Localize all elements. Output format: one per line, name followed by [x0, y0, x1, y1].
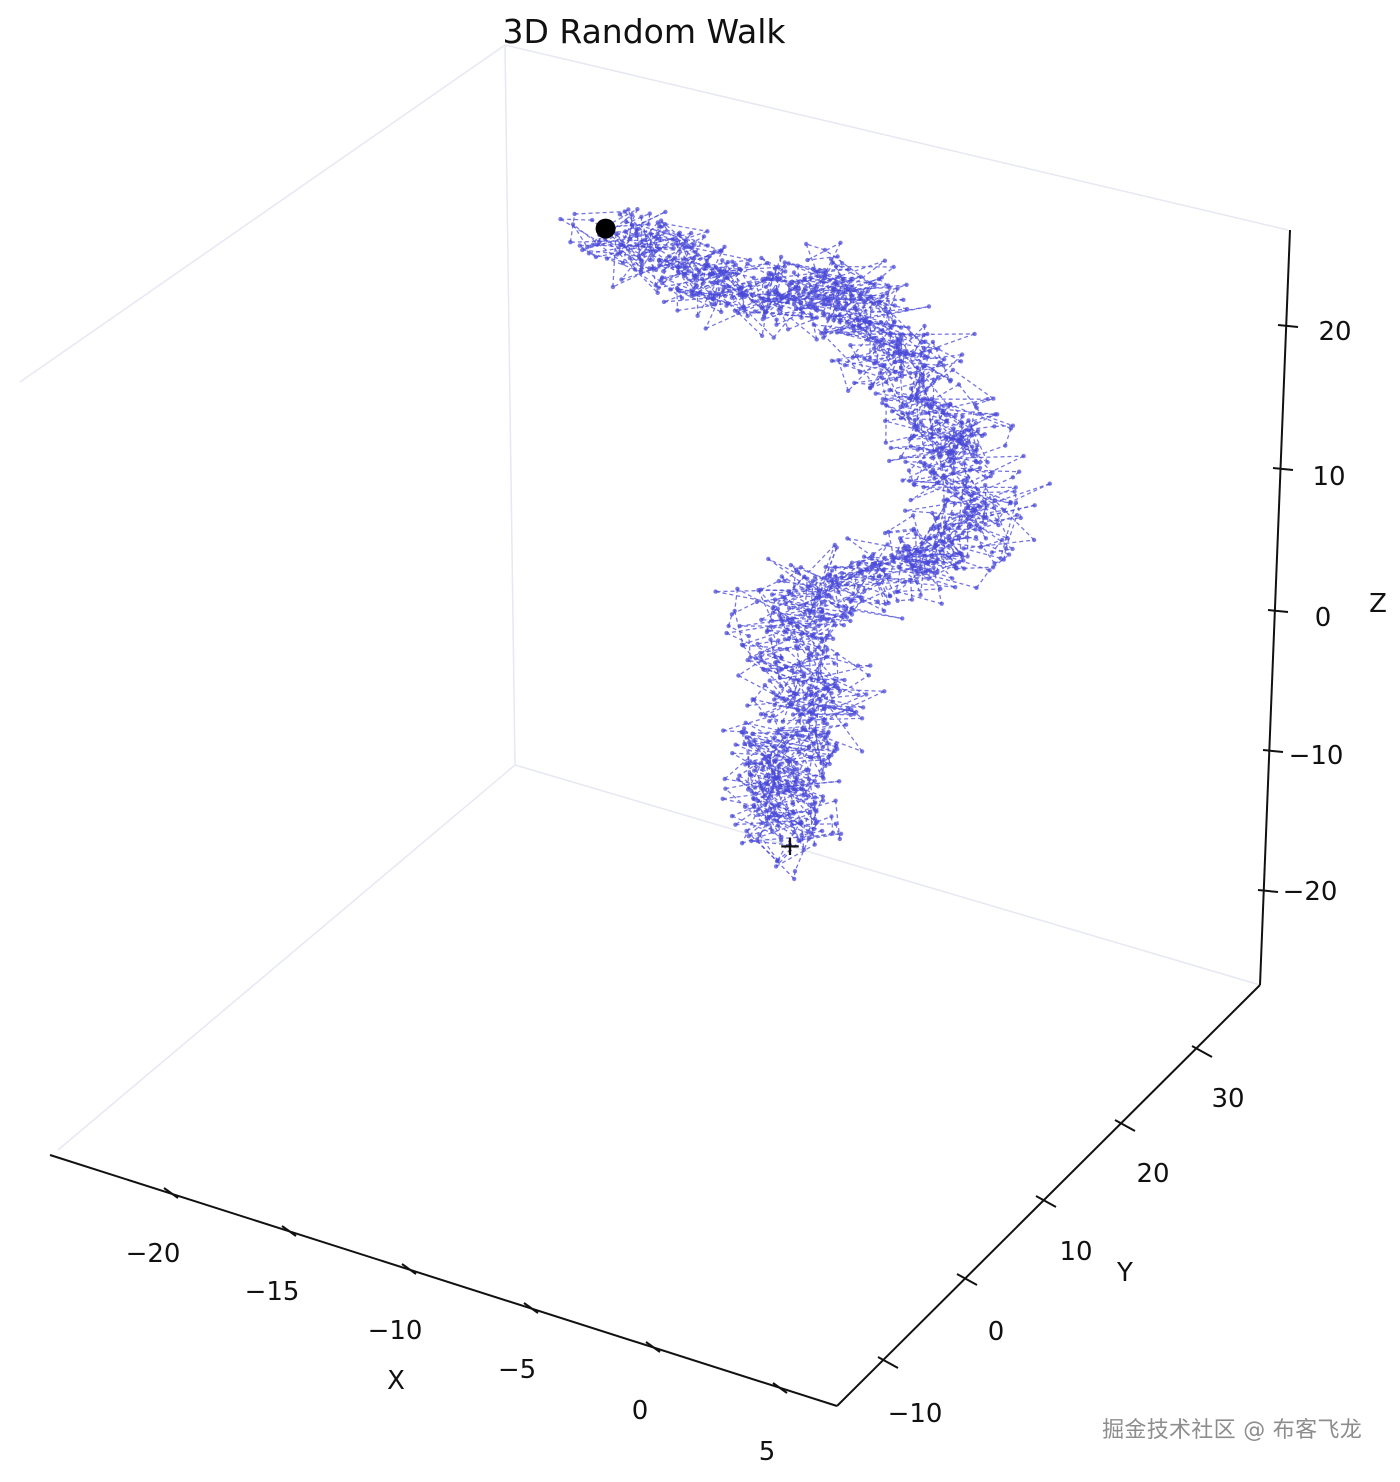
- y-tick-label: 30: [1211, 1084, 1244, 1114]
- walk-point: [627, 236, 631, 240]
- walk-segment: [971, 477, 1013, 496]
- x-tick-label: −15: [245, 1277, 300, 1307]
- walk-segment: [905, 500, 974, 511]
- z-tick-mark: [1273, 468, 1293, 470]
- walk-segment: [964, 540, 1035, 548]
- walk-segment: [836, 267, 894, 268]
- x-tick-mark: [524, 1303, 538, 1313]
- x-axis-label: X: [387, 1366, 405, 1396]
- z-tick-label: 10: [1312, 462, 1345, 492]
- walk-segment: [851, 602, 886, 604]
- watermark: 掘金技术社区 @ 布客飞龙: [1102, 1412, 1362, 1444]
- z-tick-mark: [1258, 890, 1278, 892]
- walk-segment: [570, 214, 574, 242]
- z-tick-mark: [1263, 750, 1283, 752]
- walk-segment: [832, 817, 833, 833]
- tick-marks: [164, 325, 1298, 1393]
- walk-layer: [558, 207, 1052, 881]
- y-tick-mark: [1192, 1046, 1212, 1057]
- x-tick-label: −5: [498, 1355, 536, 1385]
- walk-segment: [761, 581, 779, 590]
- walk-point: [738, 267, 742, 271]
- walk-segment: [823, 281, 824, 299]
- walk-segment: [746, 723, 779, 731]
- x-tick-label: 5: [759, 1437, 776, 1467]
- walk-segment: [561, 219, 593, 220]
- x-axis-line: [50, 1155, 837, 1406]
- x-tick-mark: [773, 1383, 787, 1393]
- z-axis-label: Z: [1369, 589, 1387, 619]
- walk-segment: [753, 725, 847, 734]
- z-tick-mark: [1268, 610, 1288, 612]
- walk-segment: [694, 294, 770, 295]
- walk-segment: [837, 654, 838, 688]
- pane-edge-bottom-left: [58, 765, 515, 1150]
- walk-segment: [921, 573, 923, 595]
- z-tick-mark: [1278, 325, 1298, 327]
- walk-segment: [976, 537, 995, 563]
- walk-segment: [735, 611, 743, 645]
- walk-segment: [876, 377, 938, 393]
- walk-segment: [806, 244, 825, 250]
- z-axis-line: [1260, 230, 1290, 985]
- pane-edge-top-left: [20, 45, 505, 382]
- walk-segment: [887, 293, 895, 322]
- walk-segment: [900, 531, 914, 539]
- walk-segment: [749, 636, 751, 657]
- axes-lines: [50, 230, 1290, 1406]
- chart-title: 3D Random Walk: [502, 12, 786, 51]
- x-tick-label: −10: [368, 1316, 423, 1346]
- walk-segment: [916, 571, 937, 572]
- x-tick-mark: [402, 1264, 416, 1274]
- z-tick-label: 0: [1315, 603, 1332, 633]
- walk-segment: [858, 544, 887, 564]
- walk-segment: [851, 295, 883, 296]
- x-tick-label: 0: [632, 1396, 649, 1426]
- x-tick-label: −20: [126, 1239, 181, 1269]
- walk-segment: [1005, 429, 1011, 446]
- y-tick-label: −10: [888, 1399, 943, 1429]
- z-tick-label: 20: [1318, 317, 1351, 347]
- z-tick-label: −10: [1289, 741, 1344, 771]
- walk-segment: [650, 234, 651, 252]
- pane-edge-bottom-right: [515, 765, 1260, 985]
- start-marker: +: [778, 829, 801, 862]
- walk-segment: [735, 589, 738, 611]
- walk-segment: [977, 570, 990, 588]
- walk-segment: [653, 269, 658, 293]
- y-tick-label: 20: [1136, 1159, 1169, 1189]
- walk-segment: [664, 298, 708, 302]
- x-tick-mark: [646, 1342, 660, 1352]
- z-tick-label: −20: [1283, 877, 1338, 907]
- walk-segment: [994, 426, 1013, 427]
- walk-segment: [753, 699, 766, 715]
- end-marker: [596, 219, 616, 239]
- tick-labels: −20 −15 −10 −5 0 5 −10 0 10 20 30 −20 −1…: [126, 317, 1352, 1467]
- walk-segment: [817, 817, 831, 822]
- back-panes: [20, 45, 1288, 1150]
- pane-edge-vertical: [505, 45, 515, 765]
- walk-segment: [575, 212, 625, 214]
- x-tick-mark: [282, 1226, 296, 1236]
- walk-segment: [561, 219, 600, 242]
- y-tick-label: 10: [1059, 1237, 1092, 1267]
- y-axis-label: Y: [1116, 1258, 1133, 1288]
- pane-edge-top-right: [505, 45, 1288, 230]
- y-tick-label: 0: [988, 1317, 1005, 1347]
- walk-point: [1021, 454, 1025, 458]
